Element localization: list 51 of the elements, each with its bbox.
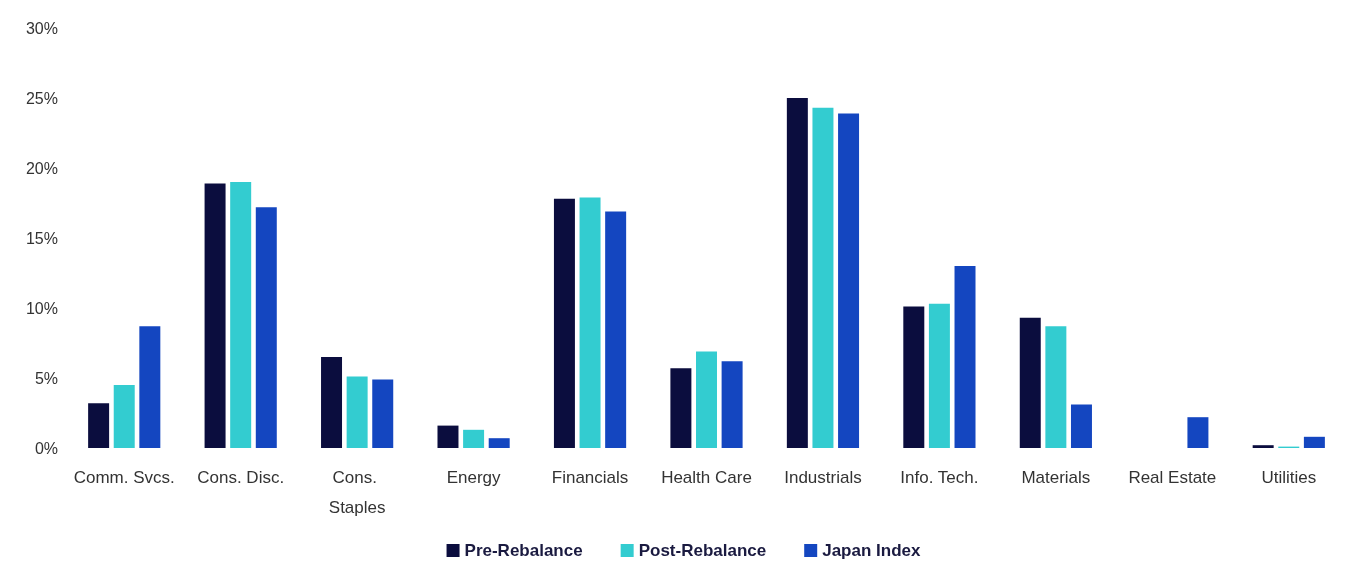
x-tick-label: Cons. Disc. <box>197 467 285 487</box>
bar <box>812 107 834 448</box>
x-tick-label: Comm. Svcs. <box>73 467 175 487</box>
bar <box>437 425 459 448</box>
bar <box>954 266 976 448</box>
bar <box>321 357 343 448</box>
y-tick-label: 0% <box>34 439 58 457</box>
bar <box>204 183 226 448</box>
bar <box>346 376 368 448</box>
y-tick-label: 10% <box>25 299 58 317</box>
bar <box>786 98 808 448</box>
bar <box>88 403 110 448</box>
y-tick-label: 30% <box>25 19 58 37</box>
x-tick-label: Industrials <box>784 467 862 487</box>
x-tick-label: Real Estate <box>1128 467 1217 487</box>
x-tick-label: Materials <box>1021 467 1091 487</box>
bar <box>1303 436 1325 448</box>
bar <box>670 368 692 448</box>
bar <box>838 113 860 448</box>
bar <box>1252 445 1274 448</box>
bar <box>488 438 510 448</box>
y-tick-label: 5% <box>34 369 58 387</box>
x-tick-label: Info. Tech. <box>900 467 979 487</box>
y-tick-label: 20% <box>25 159 58 177</box>
x-tick-label: Financials <box>551 467 629 487</box>
bar <box>139 326 161 448</box>
x-tick-label: Health Care <box>661 467 752 487</box>
x-tick-label: Energy <box>446 467 502 487</box>
x-tick-label: Cons. Staples <box>328 467 386 517</box>
bar <box>579 197 601 448</box>
bar <box>903 306 925 448</box>
x-tick-label: Utilities <box>1261 467 1317 487</box>
bar <box>721 361 743 448</box>
legend-label: Japan Index <box>822 541 921 560</box>
bar <box>463 429 485 448</box>
bar <box>372 379 394 448</box>
y-tick-label: 25% <box>25 89 58 107</box>
bar <box>1045 326 1067 448</box>
bar <box>553 198 575 448</box>
bar <box>1187 417 1209 448</box>
legend-label: Pre-Rebalance <box>464 541 583 560</box>
legend-label: Post-Rebalance <box>638 541 767 560</box>
bar <box>230 182 252 448</box>
bar <box>696 351 717 448</box>
bar <box>255 207 277 448</box>
bar <box>605 211 627 448</box>
bar <box>1070 404 1092 448</box>
y-tick-label: 15% <box>25 229 58 247</box>
bar <box>928 303 950 448</box>
bar <box>1019 317 1041 448</box>
bar <box>113 385 135 448</box>
